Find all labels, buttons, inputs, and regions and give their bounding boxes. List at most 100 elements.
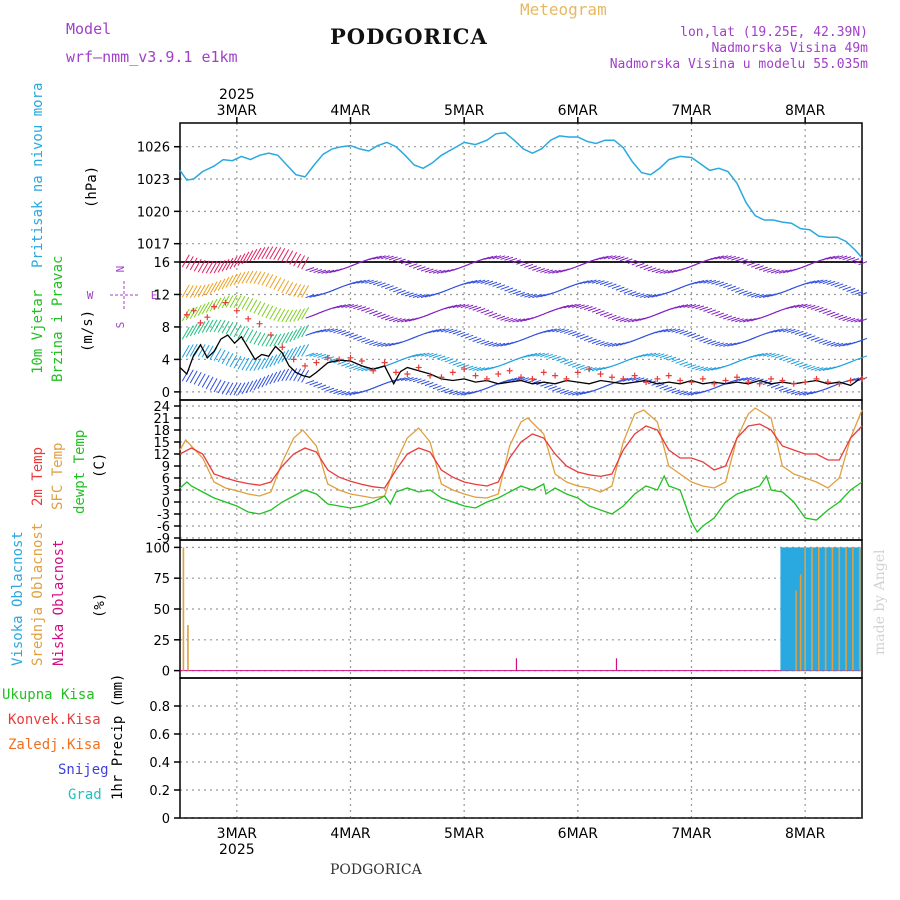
gust-marker <box>392 369 399 376</box>
wind-barb <box>571 363 581 368</box>
wind-barb <box>440 328 450 333</box>
wind-barb <box>675 304 685 309</box>
wind-barb <box>802 364 812 369</box>
wind-barb <box>201 320 210 333</box>
gust-marker <box>347 354 354 361</box>
wind-barb <box>743 376 752 381</box>
wind-barb <box>436 269 446 274</box>
wind-barb <box>627 318 637 323</box>
y-tick-label: 0 <box>162 812 170 827</box>
y-tick-label: 8 <box>162 321 170 336</box>
low-cloud-bar <box>615 658 618 671</box>
wind-barb <box>245 298 254 311</box>
wind-barb <box>595 341 605 346</box>
wind-barb <box>774 269 784 274</box>
wind-barb <box>193 304 202 318</box>
wind-barb <box>683 303 693 308</box>
wind-barb <box>305 380 315 385</box>
wind-barb <box>484 280 494 285</box>
wind-barb <box>834 255 844 260</box>
sfc-temp-line <box>179 407 863 499</box>
wind-barb <box>667 269 677 274</box>
wind-barb <box>583 279 593 284</box>
wind-barb <box>245 250 254 263</box>
wind-barb <box>181 284 190 298</box>
wind-barb <box>365 367 374 372</box>
wind-barb <box>599 342 609 347</box>
wind-barb <box>822 340 832 345</box>
wind-barb <box>241 327 250 341</box>
wind-barb <box>396 258 406 263</box>
wind-barb <box>699 366 709 371</box>
mid-cloud-bar <box>831 547 834 671</box>
gust-marker <box>381 359 388 366</box>
wind-barb <box>818 308 828 313</box>
wind-barb <box>695 366 705 371</box>
wind-barb <box>472 367 482 372</box>
wind-barb <box>512 377 522 382</box>
wind-barb <box>683 331 693 336</box>
wind-barb <box>707 279 717 284</box>
top-date-label: 6MAR <box>558 103 599 119</box>
wind-barb <box>806 280 816 285</box>
wind-barb <box>452 391 462 396</box>
wind-barb <box>703 279 713 284</box>
y-tick-label: 0.6 <box>149 728 170 743</box>
high-cloud-bar <box>796 547 800 671</box>
wind-barb <box>508 318 518 323</box>
wind-barb <box>532 352 541 357</box>
wind-barb <box>484 311 494 316</box>
gust-marker <box>302 362 309 369</box>
wind-barb <box>846 317 856 322</box>
y-tick-label: 1026 <box>137 141 170 156</box>
wind-barb <box>575 281 585 286</box>
gust-marker <box>190 307 197 314</box>
wind-barb <box>786 389 796 394</box>
wind-barb <box>735 288 744 293</box>
wind-barb <box>189 370 198 384</box>
wind-barb <box>408 293 418 298</box>
wind-barb <box>237 295 246 309</box>
wind-barb <box>313 353 323 358</box>
wind-barb <box>536 293 545 298</box>
wind-barb <box>655 329 665 334</box>
high-cloud-bar <box>800 547 805 671</box>
wind-barb <box>369 256 378 261</box>
wind-barb <box>778 328 788 333</box>
gust-marker <box>222 299 229 306</box>
wind-barb <box>428 269 438 274</box>
wind-barb <box>289 329 298 342</box>
wind-barb <box>273 247 282 260</box>
wind-barb <box>583 337 593 342</box>
wind-barb <box>782 357 792 362</box>
wind-barb <box>197 259 206 273</box>
wind-barb <box>695 390 705 395</box>
gust-marker <box>204 314 211 321</box>
wind-barb <box>193 371 202 385</box>
wind-barb <box>464 391 474 396</box>
wind-barb <box>205 260 214 274</box>
wind-barb <box>181 345 190 358</box>
wind-barb <box>611 285 621 290</box>
wind-barb <box>826 280 836 285</box>
wind-barb <box>424 293 434 298</box>
wind-barb <box>213 260 222 274</box>
gust-marker <box>324 354 331 361</box>
wind-barb <box>253 358 262 371</box>
high-cloud-bar <box>814 547 818 671</box>
wind-barb <box>464 280 474 285</box>
wind-barb <box>189 323 198 337</box>
wind-barb <box>281 331 290 345</box>
wind-barb <box>408 377 418 382</box>
gust-marker <box>836 380 843 387</box>
gust-marker <box>267 332 274 339</box>
y-tick-label: 21 <box>153 412 170 427</box>
wind-barb <box>229 354 238 368</box>
wind-barb <box>301 307 310 320</box>
wind-barb <box>181 254 190 268</box>
wind-barb <box>528 352 537 357</box>
bottom-year-label: 2025 <box>219 842 255 858</box>
wind-barb <box>213 348 222 361</box>
gust-marker <box>688 379 695 386</box>
wind-barb <box>751 377 760 382</box>
